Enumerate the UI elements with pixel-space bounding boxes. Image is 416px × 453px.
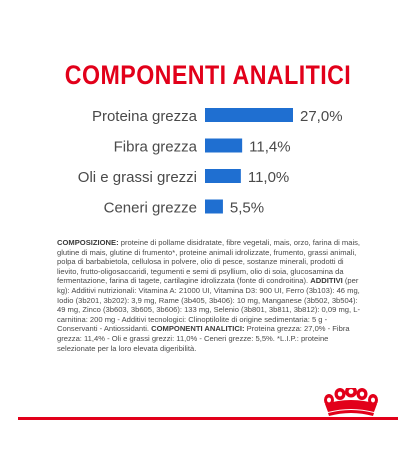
- additives-heading: ADDITIVI: [310, 276, 343, 286]
- value-label: 27,0%: [300, 108, 343, 125]
- royal-canin-crown-logo: [324, 388, 378, 416]
- category-label: Oli e grassi grezzi: [78, 169, 197, 186]
- bar: [205, 199, 223, 214]
- bottom-accent-line: [18, 417, 398, 420]
- analytical-body: Proteina grezza: 27,0% - Fibra grezza: 1…: [57, 324, 350, 353]
- analytical-heading: COMPONENTI ANALITICI:: [151, 324, 245, 334]
- value-label: 5,5%: [230, 200, 264, 217]
- bar: [205, 108, 293, 122]
- bar-chart: Proteina grezza 27,0% Fibra grezza 11,4% Oli…: [78, 108, 343, 217]
- category-label: Fibra grezza: [114, 139, 198, 156]
- composition-text: COMPOSIZIONE: proteine di pollame disidr…: [57, 238, 367, 353]
- category-label: Ceneri grezze: [104, 200, 197, 217]
- category-label: Proteina grezza: [92, 108, 198, 125]
- value-label: 11,0%: [248, 169, 289, 186]
- composition-body: proteine di pollame disidratate, fibre v…: [57, 238, 361, 286]
- chart-title: COMPONENTI ANALITICI: [64, 60, 352, 90]
- bar: [205, 169, 241, 183]
- bar: [205, 138, 243, 153]
- additives-body: (per kg): Additivi nutrizionali: Vitamin…: [57, 276, 360, 334]
- value-label: 11,4%: [249, 139, 290, 156]
- composition-heading: COMPOSIZIONE:: [57, 238, 119, 247]
